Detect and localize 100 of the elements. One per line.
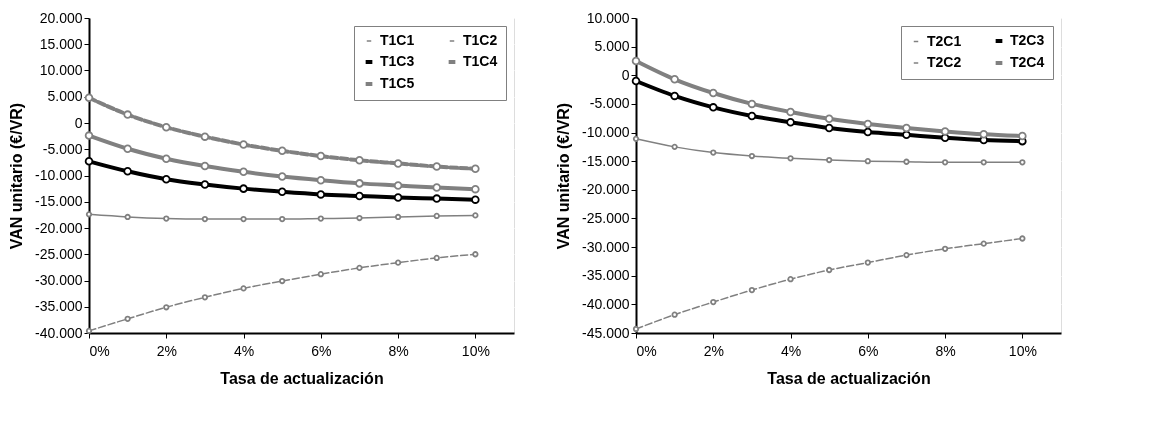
point: [316, 175, 326, 185]
point: [826, 266, 833, 274]
point: [355, 156, 364, 165]
y-tick-label: 5.000: [594, 38, 630, 55]
point: [239, 140, 248, 149]
point: [748, 286, 756, 294]
point: [632, 135, 640, 142]
x-tick-label: 10%: [461, 342, 490, 359]
point: [787, 276, 794, 283]
point: [355, 179, 364, 188]
x-axis-title: Tasa de actualización: [220, 369, 384, 387]
point: [903, 251, 910, 259]
point: [902, 130, 911, 140]
y-tick-label: 10.000: [39, 62, 83, 78]
point: [432, 183, 441, 192]
point: [472, 212, 479, 219]
point: [123, 110, 132, 119]
point: [902, 123, 911, 133]
point: [709, 88, 718, 98]
point: [748, 152, 756, 160]
point: [747, 111, 757, 121]
point: [787, 155, 794, 162]
x-tick-label: 0%: [89, 342, 110, 359]
point: [162, 122, 171, 132]
legend-label: T2C2: [927, 54, 962, 70]
point: [240, 215, 247, 223]
y-tick-label: -25.000: [582, 209, 630, 226]
point: [472, 251, 479, 258]
point: [279, 277, 286, 285]
point: [1019, 159, 1026, 166]
point: [355, 191, 364, 201]
point: [162, 154, 171, 163]
point: [471, 195, 480, 204]
y-tick-label: -15.000: [35, 193, 83, 210]
point: [710, 298, 717, 306]
y-tick-label: 15.000: [39, 35, 83, 52]
point: [84, 131, 94, 140]
point: [670, 91, 679, 101]
y-tick-label: -45.000: [582, 324, 630, 341]
y-tick-label: -5.000: [42, 140, 83, 157]
legend-label: T1C1: [380, 32, 415, 48]
y-tick-label: -5.000: [589, 95, 630, 112]
point: [747, 99, 757, 109]
point: [786, 117, 795, 127]
point: [277, 187, 287, 197]
y-tick-label: -30.000: [35, 272, 83, 288]
point: [201, 215, 209, 223]
point: [941, 159, 949, 166]
point: [240, 285, 247, 292]
point: [433, 212, 440, 220]
point: [277, 172, 287, 181]
x-tick-label: 4%: [780, 342, 802, 359]
point: [277, 146, 287, 156]
y-tick-label: -25.000: [35, 245, 83, 262]
point: [824, 123, 834, 133]
x-tick-label: 10%: [1008, 342, 1037, 359]
point: [710, 149, 717, 156]
x-tick-label: 6%: [311, 342, 332, 359]
point: [356, 214, 363, 222]
point: [824, 114, 834, 124]
point: [864, 158, 871, 165]
point: [279, 215, 286, 223]
point: [941, 245, 949, 252]
y-tick-label: -40.000: [582, 295, 630, 312]
point: [394, 259, 402, 266]
point: [940, 127, 950, 136]
point: [631, 76, 641, 86]
point: [903, 158, 910, 165]
y-tick-label: -30.000: [582, 238, 630, 255]
y-tick-label: 0: [74, 114, 83, 131]
point: [826, 156, 833, 164]
point: [671, 311, 678, 318]
legend-label: T1C2: [463, 32, 498, 48]
legend-label: T2C3: [1010, 32, 1045, 48]
point: [1019, 235, 1026, 242]
point: [317, 271, 324, 278]
x-tick-label: 2%: [156, 342, 177, 359]
point: [200, 180, 210, 189]
point: [317, 215, 324, 222]
x-axis-title: Tasa de actualización: [767, 369, 931, 387]
y-axis-title: VAN unitario (€/VR): [8, 102, 26, 250]
legend-label: T2C4: [1010, 54, 1045, 70]
point: [84, 157, 94, 166]
point: [85, 211, 93, 218]
point: [393, 181, 403, 190]
point: [124, 315, 131, 322]
point: [393, 193, 403, 202]
legend-label: T1C5: [380, 75, 415, 91]
y-tick-label: -40.000: [35, 324, 83, 341]
point: [123, 144, 132, 153]
y-tick-label: -20.000: [35, 219, 83, 236]
point: [980, 240, 987, 247]
point: [200, 161, 210, 171]
point: [316, 151, 326, 161]
point: [432, 194, 441, 203]
point: [786, 107, 795, 117]
point: [864, 259, 871, 266]
point: [631, 56, 641, 66]
point: [200, 132, 210, 141]
y-tick-label: -35.000: [35, 298, 83, 315]
